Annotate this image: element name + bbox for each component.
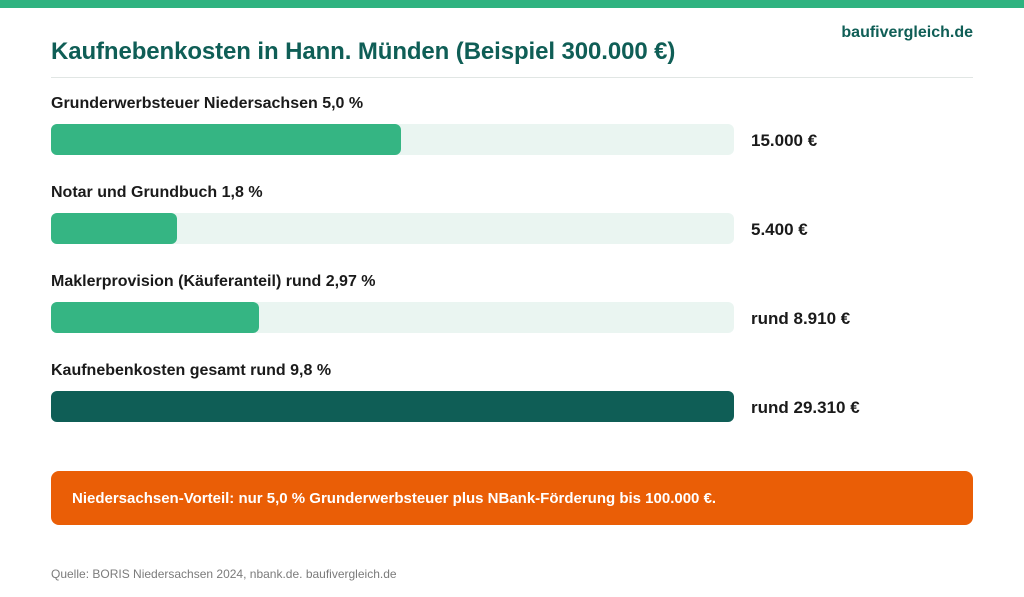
- chart-title: Kaufnebenkosten in Hann. Münden (Beispie…: [51, 38, 676, 65]
- bar-track: [51, 213, 734, 244]
- bar-track: [51, 391, 734, 422]
- bar-label: Notar und Grundbuch 1,8 %: [51, 184, 263, 201]
- bar-fill: [51, 302, 259, 333]
- bar-track: [51, 124, 734, 155]
- notice-banner: Niedersachsen-Vorteil: nur 5,0 % Grunder…: [51, 471, 973, 525]
- bar-value-label: rund 8.910 €: [751, 309, 851, 328]
- bar-label: Maklerprovision (Käuferanteil) rund 2,97…: [51, 273, 376, 290]
- top-accent-bar: [0, 0, 1024, 8]
- bar-value-label: 5.400 €: [751, 220, 808, 239]
- title-divider: [51, 77, 973, 78]
- bar-row: Notar und Grundbuch 1,8 % 5.400 €: [51, 184, 973, 248]
- bar-label: Grunderwerbsteuer Niedersachsen 5,0 %: [51, 95, 364, 112]
- bar-fill: [51, 124, 401, 155]
- bar-value-label: 15.000 €: [751, 131, 818, 150]
- notice-text: Niedersachsen-Vorteil: nur 5,0 % Grunder…: [72, 490, 717, 507]
- source-note: Quelle: BORIS Niedersachsen 2024, nbank.…: [51, 567, 397, 581]
- bar-row: Grunderwerbsteuer Niedersachsen 5,0 % 15.…: [51, 95, 973, 159]
- bar-row: Maklerprovision (Käuferanteil) rund 2,97…: [51, 273, 973, 337]
- brand-logo-text: baufivergleich.de: [841, 24, 973, 41]
- bar-value-label: rund 29.310 €: [751, 398, 860, 417]
- bar-track: [51, 302, 734, 333]
- bar-label: Kaufnebenkosten gesamt rund 9,8 %: [51, 362, 332, 379]
- bar-fill-total: [51, 391, 734, 422]
- bar-fill: [51, 213, 177, 244]
- bar-row-total: Kaufnebenkosten gesamt rund 9,8 % rund 29…: [51, 362, 973, 426]
